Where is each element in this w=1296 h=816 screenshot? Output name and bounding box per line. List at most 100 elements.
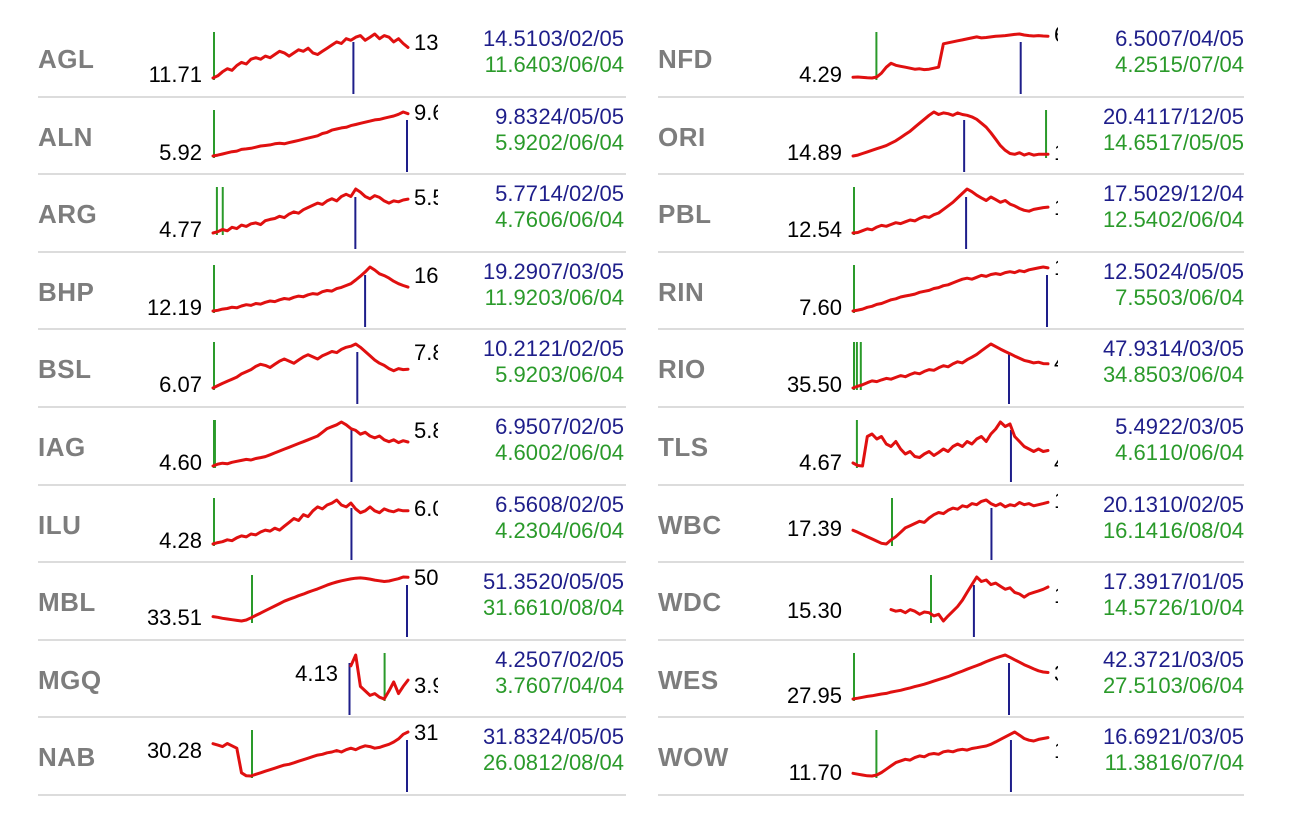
end-price-label: 19.92 <box>1054 488 1058 513</box>
ticker-label: MBL <box>38 587 96 618</box>
end-price-label: 9.65 <box>414 100 438 125</box>
ticker-label: NAB <box>38 742 96 773</box>
high-date-value: 21/02/05 <box>538 336 624 362</box>
high-price-value: 20.13 <box>1102 491 1158 517</box>
start-price-label: 5.92 <box>159 140 202 165</box>
end-price-label: 12.20 <box>1054 255 1058 280</box>
start-price-label: 12.54 <box>787 217 842 242</box>
sparkline-chart: 5.92 9.65 <box>159 100 438 172</box>
ticker-label: RIN <box>658 276 705 307</box>
sparkline-chart: 12.54 15.46 <box>787 187 1058 250</box>
high-price-value: 47.93 <box>1102 336 1158 362</box>
end-price-label: 3.97 <box>414 673 438 698</box>
high-price-value: 6.56 <box>495 491 538 517</box>
ticker-label: NFD <box>658 44 713 74</box>
price-line <box>211 420 410 468</box>
sparkline-chart: 4.67 4.92 <box>799 420 1058 482</box>
high-date-value: 07/02/05 <box>538 414 624 439</box>
end-price-label: 16.02 <box>1054 738 1058 763</box>
end-price-label: 36.64 <box>1054 661 1058 686</box>
end-price-label: 6.39 <box>1054 22 1058 47</box>
sparkline-chart: 12.19 16.05 <box>147 263 438 327</box>
end-price-label: 16.75 <box>1054 583 1058 608</box>
end-price-label: 50.07 <box>414 565 438 590</box>
low-date-value: 03/06/04 <box>538 362 624 388</box>
end-price-label: 16.05 <box>414 263 438 288</box>
high-price-value: 14.51 <box>482 26 538 51</box>
sparkline-chart: 27.95 36.64 <box>787 652 1058 715</box>
high-price-value: 42.37 <box>1102 646 1158 672</box>
high-date-value: 08/02/05 <box>538 491 624 517</box>
sparkline-chart: 30.28 31.80 <box>147 720 438 793</box>
high-date-value: 21/03/05 <box>1158 724 1244 750</box>
high-date-value: 24/05/05 <box>538 724 624 750</box>
low-date-value: 02/06/04 <box>538 129 624 155</box>
start-price-label: 17.39 <box>787 516 842 541</box>
low-date-value: 03/06/04 <box>1158 284 1244 310</box>
low-date-value: 02/06/04 <box>538 440 624 465</box>
low-price-value: 4.23 <box>495 517 538 543</box>
low-price-value: 12.54 <box>1102 207 1158 233</box>
sparkline-chart: 33.51 50.07 <box>147 565 438 638</box>
high-price-value: 20.41 <box>1102 103 1158 129</box>
high-date-value: 17/12/05 <box>1158 103 1244 129</box>
high-date-value: 29/12/04 <box>1158 181 1244 207</box>
low-date-value: 16/08/04 <box>1158 517 1244 543</box>
ticker-label: WBC <box>658 509 722 540</box>
price-line <box>851 420 1050 468</box>
high-date-value: 07/02/05 <box>538 646 624 672</box>
start-price-label: 33.51 <box>147 605 202 630</box>
end-price-label: 7.84 <box>414 340 438 365</box>
low-price-value: 26.08 <box>482 750 538 776</box>
end-price-label: 15.10 <box>1054 140 1058 165</box>
ticker-label: WDC <box>658 587 722 618</box>
end-price-label: 6.00 <box>414 496 438 521</box>
high-price-value: 9.83 <box>495 103 538 129</box>
price-line <box>851 187 1050 235</box>
ticker-label: AGL <box>38 44 95 74</box>
high-date-value: 17/01/05 <box>1158 569 1244 595</box>
price-line <box>851 730 1050 778</box>
ticker-label: MGQ <box>38 664 102 695</box>
start-price-label: 4.28 <box>159 528 202 553</box>
ticker-label: WES <box>658 664 719 695</box>
low-price-value: 27.51 <box>1102 672 1158 698</box>
start-price-label: 12.19 <box>147 295 202 320</box>
ticker-label: ALN <box>38 121 93 152</box>
sparkline-chart: 17.39 19.92 <box>787 488 1058 560</box>
high-date-value: 14/02/05 <box>538 181 624 207</box>
price-line <box>211 265 410 313</box>
high-date-value: 03/02/05 <box>538 26 624 51</box>
ticker-label: PBL <box>658 199 712 230</box>
high-price-value: 6.95 <box>495 414 538 439</box>
low-price-value: 11.64 <box>484 52 538 77</box>
sparkline-chart: 14.89 15.10 <box>787 109 1058 172</box>
high-date-value: 10/02/05 <box>1158 491 1244 517</box>
sparkline-chart: 4.28 6.00 <box>159 496 438 560</box>
start-price-label: 4.60 <box>159 450 202 475</box>
low-price-value: 7.55 <box>1115 284 1158 310</box>
price-line <box>211 187 410 235</box>
start-price-label: 27.95 <box>787 683 842 708</box>
low-date-value: 03/06/04 <box>1158 672 1244 698</box>
high-price-value: 51.35 <box>482 569 538 595</box>
low-date-value: 03/06/04 <box>538 284 624 310</box>
sparkline-chart: 4.77 5.54 <box>159 185 438 250</box>
high-date-value: 22/03/05 <box>1158 414 1244 439</box>
sparkline-chart: 35.50 42.35 <box>787 342 1058 405</box>
